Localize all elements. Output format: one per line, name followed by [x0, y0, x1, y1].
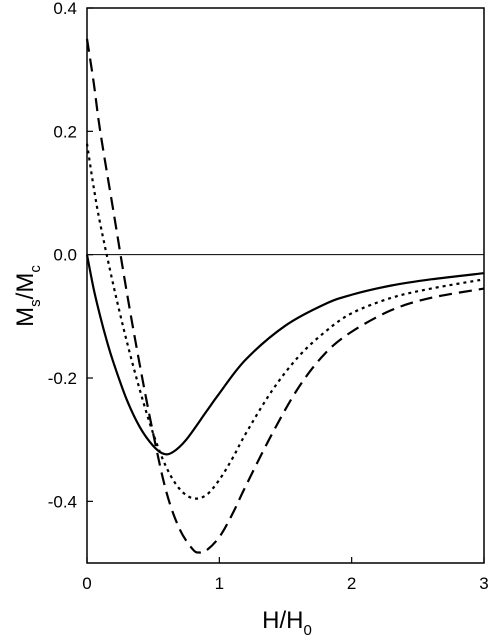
y-axis-label-m: M [12, 307, 39, 327]
y-tick-label: 0.0 [53, 246, 77, 265]
y-tick-label: 0.4 [53, 0, 77, 18]
series-layer [85, 38, 485, 554]
y-tick-label: -0.2 [48, 369, 77, 388]
y-axis-label-s1: s [27, 299, 44, 307]
tick-layer: 0 1 2 3 0.4 0.2 0.0 -0.2 -0.4 [48, 0, 489, 593]
series-solid-line [85, 254, 485, 456]
x-tick-label: 2 [347, 574, 356, 593]
plot-frame [86, 7, 485, 564]
x-axis-label-sub: 0 [304, 622, 312, 639]
series-dashed-line [85, 38, 485, 554]
x-tick-label: 1 [215, 574, 224, 593]
x-tick-label: 3 [479, 574, 488, 593]
series-dotted-line [85, 143, 485, 500]
y-tick-label: -0.4 [48, 492, 77, 511]
y-tick-label: 0.2 [53, 122, 77, 141]
x-axis-label: H/H0 [262, 607, 312, 639]
y-axis-label: Ms/Mc [12, 265, 44, 327]
x-tick-label: 0 [82, 574, 91, 593]
y-axis-label-c: c [27, 265, 44, 273]
y-axis-label-slash: /M [12, 273, 39, 300]
x-axis-label-main: H/H [262, 607, 303, 634]
